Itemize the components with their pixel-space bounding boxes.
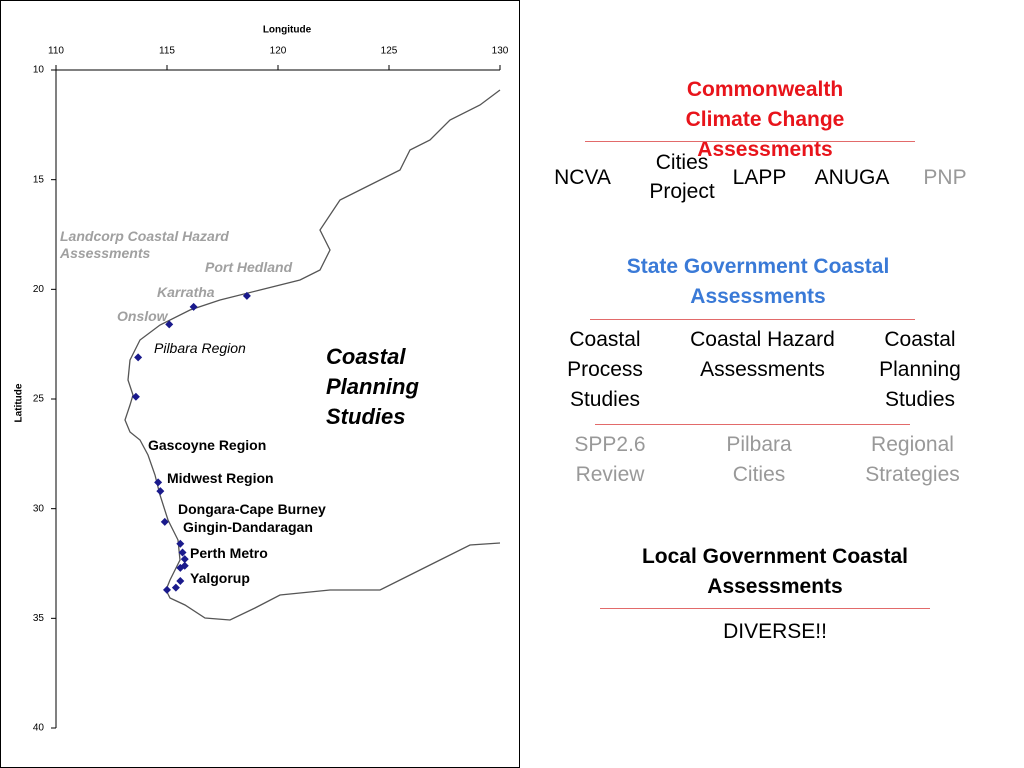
map-label: Port Hedland bbox=[205, 259, 293, 275]
site-marker bbox=[163, 585, 171, 594]
y-tick-label: 25 bbox=[33, 394, 45, 405]
y-tick-label: 35 bbox=[33, 613, 45, 624]
map-label: Coastal Planning Studies bbox=[326, 344, 419, 429]
item: NCVA bbox=[554, 166, 611, 189]
map-label: Yalgorup bbox=[190, 570, 250, 586]
item: LAPP bbox=[732, 166, 787, 189]
site-marker bbox=[189, 302, 198, 311]
y-tick-label: 40 bbox=[33, 723, 45, 734]
map-label: Perth Metro bbox=[190, 545, 268, 561]
site-marker bbox=[180, 555, 189, 564]
map-label: Pilbara Region bbox=[154, 340, 246, 356]
map-label: Gascoyne Region bbox=[148, 437, 267, 453]
y-tick-label: 10 bbox=[33, 65, 45, 76]
sub-item: Regional Strategies bbox=[865, 433, 960, 486]
site-marker bbox=[154, 478, 163, 487]
y-tick-label: 30 bbox=[33, 503, 45, 514]
x-tick-label: 125 bbox=[381, 46, 398, 57]
site-marker bbox=[176, 563, 185, 572]
item: Cities Project bbox=[649, 151, 715, 203]
site-marker bbox=[178, 548, 187, 557]
site-marker bbox=[160, 517, 169, 526]
map-label: Onslow bbox=[117, 308, 168, 324]
y-tick-label: 15 bbox=[33, 174, 45, 185]
coastline bbox=[124, 89, 501, 621]
sub-item: SPP2.6 Review bbox=[574, 433, 646, 486]
divider bbox=[600, 608, 930, 609]
item: PNP bbox=[923, 166, 967, 189]
heading: State Government Coastal Assessments bbox=[626, 255, 890, 308]
x-tick-label: 115 bbox=[159, 46, 175, 57]
x-tick-label: 130 bbox=[492, 46, 509, 57]
heading: Local Government Coastal Assessments bbox=[641, 545, 909, 598]
x-tick-label: 120 bbox=[270, 46, 287, 57]
map-label: Midwest Region bbox=[167, 470, 274, 486]
x-axis-label: Longitude bbox=[263, 25, 312, 36]
site-marker bbox=[171, 583, 180, 592]
divider bbox=[585, 141, 915, 142]
site-marker bbox=[242, 291, 251, 300]
site-marker bbox=[156, 487, 165, 496]
item: ANUGA bbox=[814, 166, 890, 189]
divider bbox=[590, 319, 915, 320]
y-tick-label: 20 bbox=[33, 284, 45, 295]
map-label: Gingin-Dandaragan bbox=[183, 519, 313, 535]
sub-item: Pilbara Cities bbox=[726, 433, 792, 486]
item: DIVERSE!! bbox=[723, 620, 827, 643]
map-label: Dongara-Cape Burney bbox=[178, 501, 326, 517]
site-marker bbox=[131, 392, 140, 401]
divider bbox=[595, 424, 910, 425]
site-marker bbox=[176, 577, 185, 586]
item: Coastal Hazard Assessments bbox=[690, 328, 835, 381]
site-marker bbox=[176, 539, 185, 548]
site-marker bbox=[165, 320, 174, 329]
item: Coastal Process Studies bbox=[567, 328, 643, 411]
site-marker bbox=[134, 353, 143, 362]
x-tick-label: 110 bbox=[48, 46, 64, 57]
item: Coastal Planning Studies bbox=[879, 328, 961, 411]
heading: Commonwealth Climate Change Assessments bbox=[685, 78, 845, 161]
map-label: Landcorp Coastal Hazard Assessments bbox=[60, 228, 229, 261]
y-axis-label: Latitude bbox=[14, 383, 25, 422]
map-label: Karratha bbox=[157, 284, 215, 300]
